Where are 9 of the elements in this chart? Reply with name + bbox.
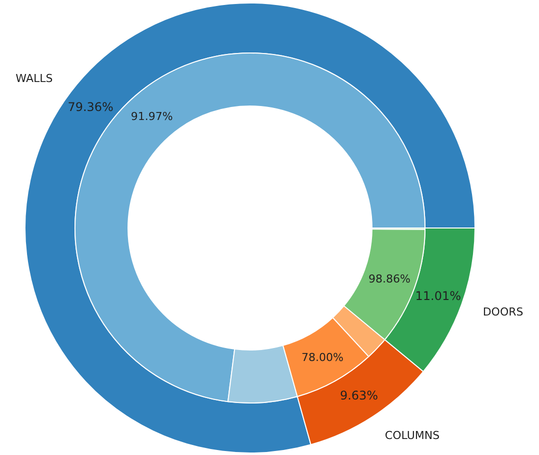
data-label: 11.01% (415, 288, 462, 303)
slice-label: WALLS (16, 72, 53, 86)
slice-label: 78.00% (302, 351, 344, 364)
data-label: 9.63% (340, 388, 378, 403)
slice-label: COLUMNS (384, 429, 440, 442)
slice-label: 91.97% (130, 110, 173, 124)
data-label: 79.36% (68, 100, 114, 114)
slice-label: DOORS (482, 305, 524, 318)
slice-label: 98.86% (368, 272, 410, 286)
